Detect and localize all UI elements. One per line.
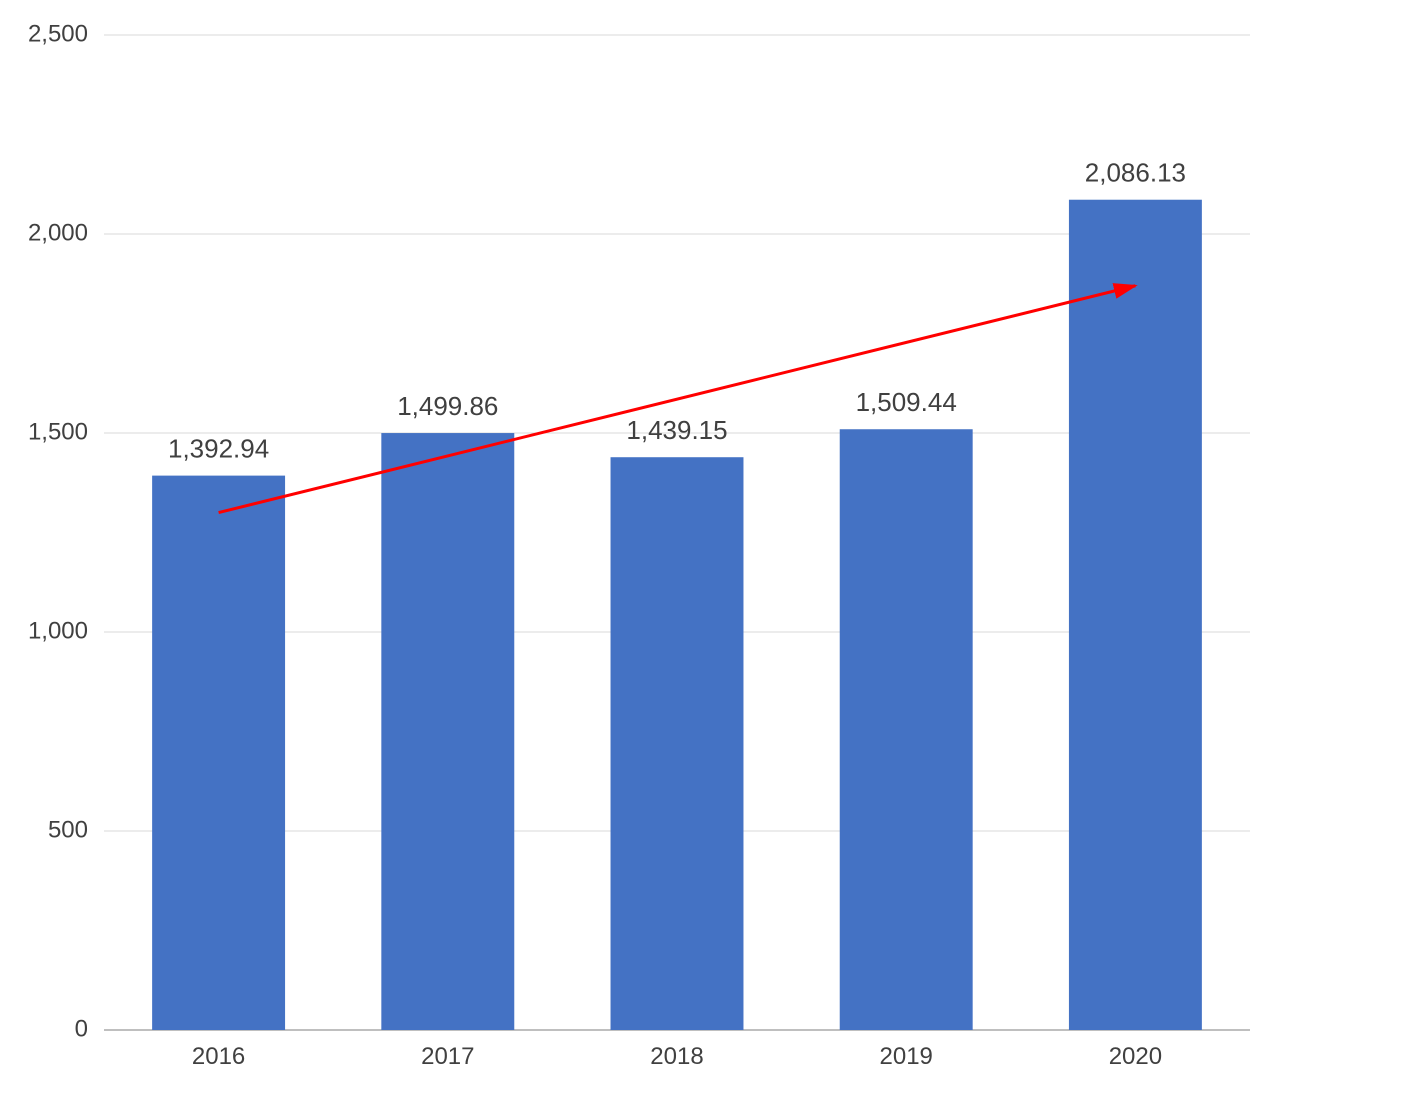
bar: [152, 476, 285, 1030]
bar: [381, 433, 514, 1030]
bar-value-label: 1,499.86: [397, 391, 498, 421]
x-tick-label: 2018: [650, 1043, 703, 1070]
y-tick-label: 1,000: [28, 617, 88, 644]
y-tick-label: 2,000: [28, 219, 88, 246]
bar-value-label: 1,392.94: [168, 434, 269, 464]
y-tick-label: 2,500: [28, 20, 88, 47]
x-tick-label: 2017: [421, 1043, 474, 1070]
y-tick-label: 0: [75, 1015, 88, 1042]
bar: [611, 457, 744, 1030]
bar-value-label: 2,086.13: [1085, 158, 1186, 188]
y-tick-label: 1,500: [28, 418, 88, 445]
x-tick-label: 2019: [880, 1043, 933, 1070]
bar-chart: 0 500 1,000 1,500 2,000 2,500 1,392.94 2016 1,49…: [0, 0, 1418, 1094]
chart-svg: 0 500 1,000 1,500 2,000 2,500 1,392.94 2016 1,49…: [0, 0, 1418, 1094]
bar-value-label: 1,509.44: [856, 387, 957, 417]
bar-value-label: 1,439.15: [626, 415, 727, 445]
x-tick-label: 2016: [192, 1043, 245, 1070]
bar: [1069, 200, 1202, 1030]
y-tick-label: 500: [48, 816, 88, 843]
bar: [840, 429, 973, 1030]
x-tick-label: 2020: [1109, 1043, 1162, 1070]
